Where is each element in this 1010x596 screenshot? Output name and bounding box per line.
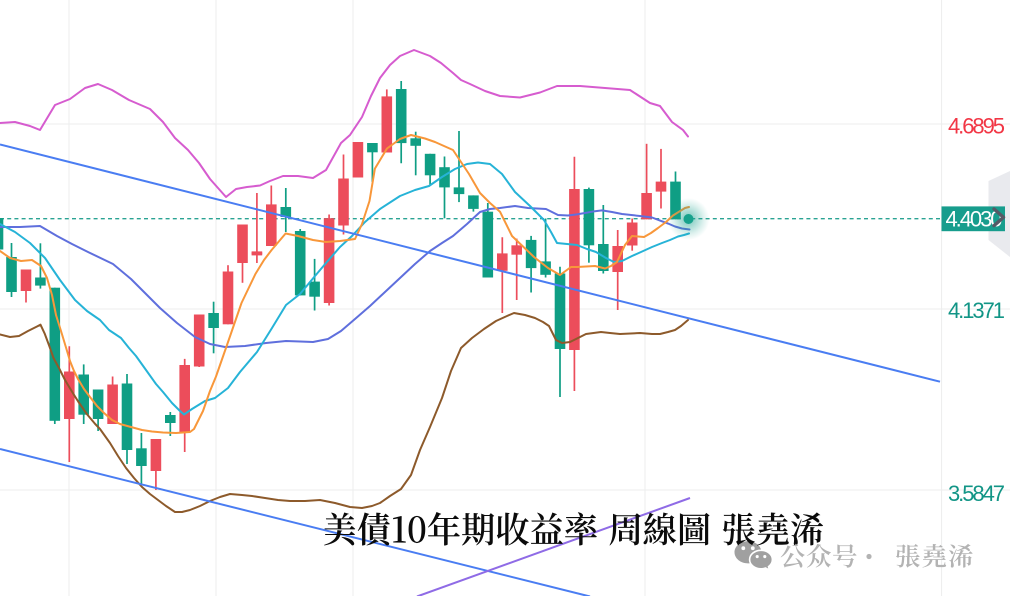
svg-text:4.6895: 4.6895 (948, 114, 1005, 139)
svg-text:4.4030: 4.4030 (946, 207, 1003, 232)
svg-text:3.5847: 3.5847 (948, 481, 1005, 506)
svg-text:4.1371: 4.1371 (948, 298, 1005, 323)
